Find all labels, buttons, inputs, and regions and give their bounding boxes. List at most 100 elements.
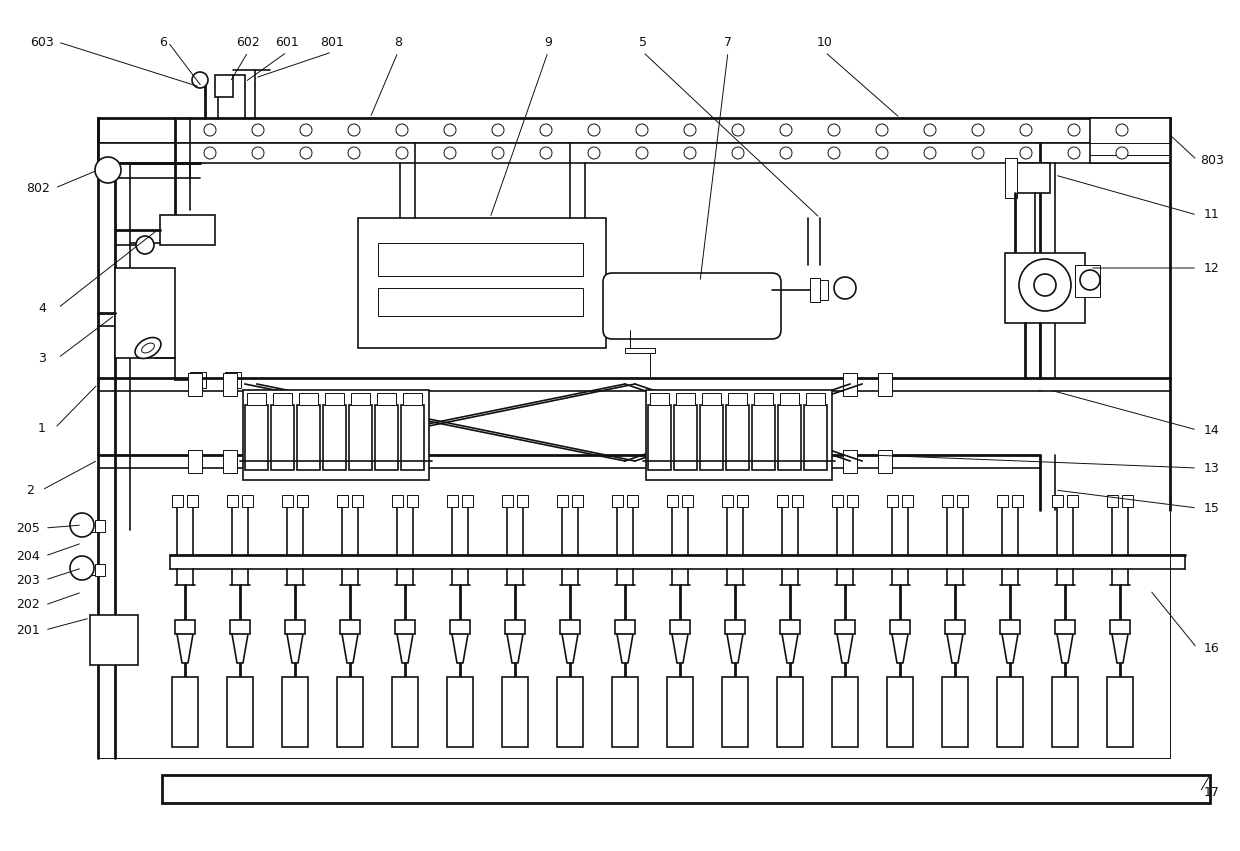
Bar [843,373,857,396]
Polygon shape [782,634,799,663]
Bar [1004,158,1017,198]
Bar [1066,495,1078,507]
Polygon shape [342,634,358,663]
Bar [878,373,892,396]
Bar [887,495,898,507]
Circle shape [205,124,216,136]
Circle shape [732,124,744,136]
Bar [667,677,693,747]
Circle shape [205,147,216,159]
Bar [517,495,528,507]
Circle shape [972,124,985,136]
Circle shape [875,124,888,136]
Circle shape [300,124,312,136]
Bar [160,215,215,245]
Circle shape [348,124,360,136]
Circle shape [684,147,696,159]
Circle shape [835,277,856,299]
Bar [1011,163,1050,193]
Bar [777,495,787,507]
Bar [1004,253,1085,323]
Text: 201: 201 [16,624,40,637]
Bar [722,677,748,747]
Bar [1110,620,1130,634]
Bar [396,620,415,634]
Circle shape [1021,147,1032,159]
Bar [1055,620,1075,634]
Bar [646,390,832,480]
Bar [670,620,689,634]
Bar [351,393,370,405]
Bar [407,495,418,507]
Bar [1107,677,1133,747]
Text: 8: 8 [394,36,402,49]
Bar [725,405,749,470]
Polygon shape [618,634,632,663]
Bar [1122,495,1133,507]
Bar [95,520,105,532]
Circle shape [972,147,985,159]
Bar [810,278,820,302]
Bar [175,620,195,634]
Text: 13: 13 [1204,461,1220,475]
Bar [378,288,583,316]
Bar [792,495,804,507]
Polygon shape [1002,634,1018,663]
Bar [780,620,800,634]
Text: 10: 10 [817,36,833,49]
Bar [751,405,775,470]
Bar [625,348,655,353]
Bar [615,620,635,634]
Polygon shape [397,634,413,663]
Bar [322,405,346,470]
Circle shape [492,147,503,159]
Circle shape [1116,124,1128,136]
Text: 802: 802 [26,181,50,195]
Bar [572,495,583,507]
Polygon shape [892,634,908,663]
Bar [463,495,472,507]
Bar [942,495,954,507]
Bar [337,495,348,507]
Text: 7: 7 [724,36,732,49]
Polygon shape [507,634,523,663]
Circle shape [1034,274,1056,296]
Bar [613,495,622,507]
Bar [325,393,343,405]
Circle shape [444,124,456,136]
Bar [115,268,175,358]
Bar [997,677,1023,747]
Bar [285,620,305,634]
Circle shape [1019,259,1071,311]
Bar [227,677,253,747]
Text: 203: 203 [16,574,40,586]
Bar [1012,495,1023,507]
Circle shape [192,72,208,88]
Bar [701,405,723,470]
Polygon shape [672,634,688,663]
Bar [832,495,843,507]
Polygon shape [177,634,193,663]
Circle shape [69,513,94,537]
Text: 16: 16 [1204,642,1220,654]
Text: 602: 602 [236,36,260,49]
Text: 205: 205 [16,522,40,534]
Bar [650,393,670,405]
Bar [188,373,202,396]
Circle shape [539,147,552,159]
Circle shape [396,124,408,136]
Text: 603: 603 [30,36,53,49]
Circle shape [828,147,839,159]
Bar [281,677,308,747]
Bar [172,677,198,747]
Bar [780,393,799,405]
Bar [298,495,308,507]
Text: 3: 3 [38,351,46,364]
Bar [281,495,293,507]
Bar [188,450,202,473]
Polygon shape [562,634,578,663]
Bar [1090,118,1171,163]
Bar [722,495,733,507]
Circle shape [444,147,456,159]
Bar [403,393,422,405]
